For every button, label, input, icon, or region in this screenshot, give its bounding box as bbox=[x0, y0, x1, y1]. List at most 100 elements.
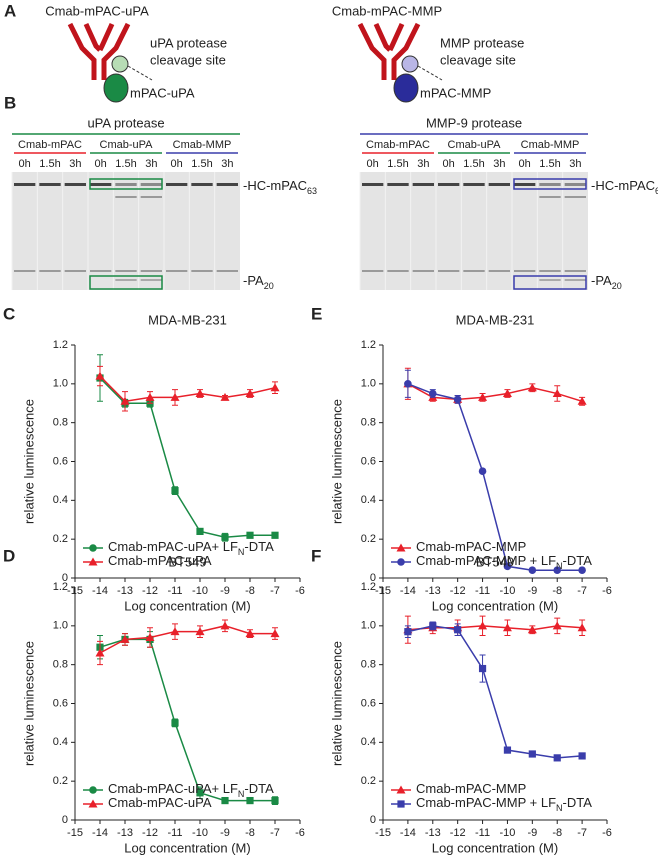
gel-band bbox=[140, 279, 162, 281]
x-tick-label: -10 bbox=[499, 585, 515, 597]
marker bbox=[397, 558, 405, 566]
legend-text: N bbox=[556, 561, 563, 571]
legend-text: N bbox=[238, 789, 245, 799]
gel-band bbox=[514, 183, 536, 186]
time-label: 1.5h bbox=[387, 158, 408, 170]
payload-label: mPAC-uPA bbox=[130, 85, 195, 100]
legend-text: -DTA bbox=[563, 553, 593, 568]
marker bbox=[454, 626, 462, 634]
gel-band bbox=[564, 270, 586, 272]
band-label-main: -PA bbox=[243, 273, 264, 288]
y-tick-label: 1.0 bbox=[53, 378, 68, 390]
marker bbox=[89, 544, 97, 552]
x-tick-label: -11 bbox=[167, 827, 182, 839]
x-tick-label: -6 bbox=[602, 585, 612, 597]
gel-band bbox=[438, 270, 460, 272]
group-label: Cmab-MMP bbox=[173, 139, 232, 151]
legend-text: Cmab-mPAC-MMP bbox=[416, 539, 526, 554]
x-tick-label: -15 bbox=[67, 827, 83, 839]
marker bbox=[195, 627, 205, 636]
gel-band bbox=[39, 270, 61, 272]
y-tick-label: 0 bbox=[62, 572, 68, 584]
time-label: 0h bbox=[443, 158, 455, 170]
marker bbox=[503, 746, 512, 754]
y-tick-label: 0.6 bbox=[361, 697, 376, 709]
gel-band bbox=[564, 183, 586, 186]
protease-label: MMP-9 protease bbox=[426, 115, 522, 130]
marker bbox=[88, 557, 98, 566]
x-tick-label: -9 bbox=[527, 585, 537, 597]
x-tick-label: -8 bbox=[245, 585, 255, 597]
construct-name: Cmab-mPAC-uPA bbox=[45, 3, 149, 18]
gel-band bbox=[115, 270, 137, 272]
band-label-sub: 63 bbox=[307, 186, 317, 196]
gel-band bbox=[362, 270, 384, 272]
x-tick-label: -14 bbox=[400, 585, 416, 597]
y-tick-label: 1.0 bbox=[361, 620, 376, 632]
marker bbox=[527, 383, 537, 392]
gel-band bbox=[539, 183, 561, 186]
marker bbox=[245, 389, 255, 398]
y-tick-label: 1.2 bbox=[53, 581, 68, 593]
gel-band bbox=[140, 196, 162, 198]
marker bbox=[502, 389, 512, 398]
group-label: Cmab-mPAC bbox=[366, 139, 430, 151]
marker bbox=[89, 786, 97, 794]
gel-band bbox=[564, 196, 586, 198]
y-tick-label: 0.8 bbox=[53, 659, 68, 671]
marker bbox=[503, 562, 512, 571]
marker bbox=[195, 389, 205, 398]
x-tick-label: -14 bbox=[92, 827, 108, 839]
chart-title: BT549 bbox=[476, 554, 514, 569]
x-tick-label: -7 bbox=[270, 827, 280, 839]
x-tick-label: -15 bbox=[375, 827, 391, 839]
gel-band bbox=[191, 183, 213, 186]
marker bbox=[120, 396, 130, 405]
y-tick-label: 0.4 bbox=[53, 736, 68, 748]
gel-band bbox=[387, 270, 409, 272]
y-axis-label: relative luminescence bbox=[329, 399, 344, 524]
time-label: 3h bbox=[69, 158, 81, 170]
gel-band bbox=[387, 183, 409, 186]
legend-text: Cmab-mPAC-MMP bbox=[416, 781, 526, 796]
marker bbox=[404, 380, 412, 388]
time-label: 3h bbox=[569, 158, 581, 170]
gel-band bbox=[90, 270, 112, 272]
gel-band bbox=[216, 270, 238, 272]
x-axis-label: Log concentration (M) bbox=[432, 840, 558, 855]
band-label: -HC-mPAC63 bbox=[243, 178, 317, 196]
y-tick-label: 0.2 bbox=[361, 775, 376, 787]
pointer bbox=[127, 65, 153, 81]
gel-band bbox=[64, 183, 86, 186]
marker bbox=[404, 628, 412, 636]
time-label: 0h bbox=[95, 158, 107, 170]
marker bbox=[88, 799, 98, 808]
y-tick-label: 1.2 bbox=[361, 339, 376, 351]
panel-label: E bbox=[311, 304, 322, 323]
gel-band bbox=[115, 183, 137, 186]
series-line bbox=[99, 638, 275, 802]
marker bbox=[428, 389, 437, 398]
y-axis-label: relative luminescence bbox=[21, 399, 36, 524]
x-tick-label: -6 bbox=[602, 827, 612, 839]
site-label: uPA protease bbox=[150, 35, 227, 50]
legend-text: Cmab-mPAC-MMP + LF bbox=[416, 795, 556, 810]
y-tick-label: 0.8 bbox=[361, 659, 376, 671]
gel-band bbox=[140, 183, 162, 186]
chart-title: MDA-MB-231 bbox=[148, 312, 227, 327]
x-tick-label: -10 bbox=[499, 827, 515, 839]
gel-band bbox=[463, 183, 485, 186]
gel-band bbox=[64, 270, 86, 272]
y-tick-label: 1.2 bbox=[361, 581, 376, 593]
series-line bbox=[407, 625, 583, 759]
y-axis-label: relative luminescence bbox=[329, 641, 344, 766]
gel-band bbox=[362, 183, 384, 186]
band-label: -HC-mPAC63 bbox=[591, 178, 658, 196]
x-tick-label: -13 bbox=[117, 585, 133, 597]
legend-label: Cmab-mPAC-uPA+ LFN-DTA bbox=[108, 539, 274, 557]
gel-band bbox=[488, 183, 510, 186]
x-tick-label: -8 bbox=[245, 827, 255, 839]
marker bbox=[271, 796, 279, 805]
gel-band bbox=[90, 183, 112, 186]
